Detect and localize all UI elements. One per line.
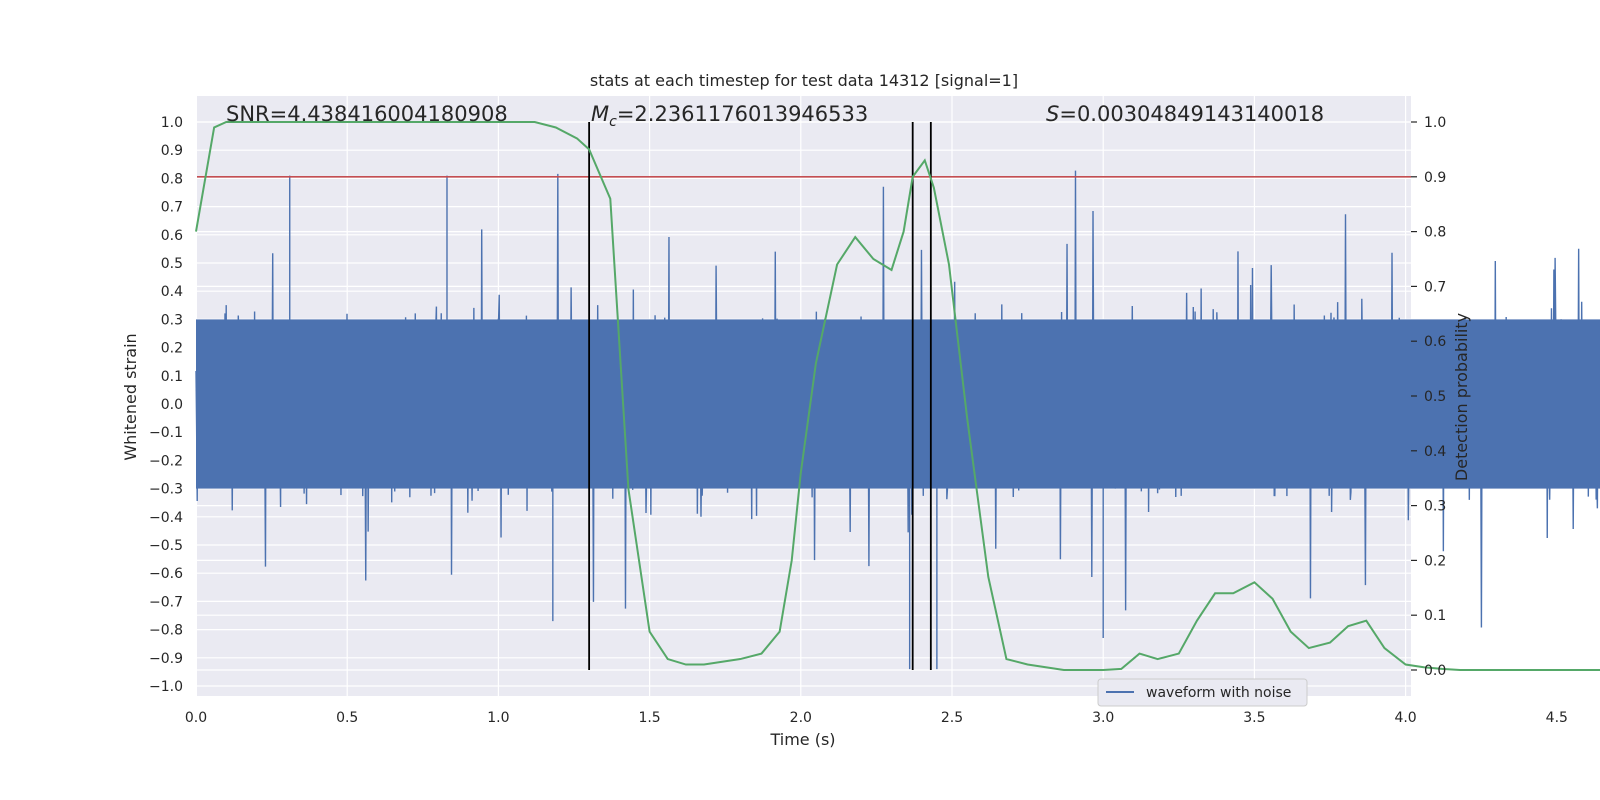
right-y-tick-label: 0.3 bbox=[1424, 499, 1446, 515]
s-symbol: S bbox=[1046, 102, 1059, 126]
x-ticks: 0.00.51.01.52.02.53.03.54.04.55.05.56.06… bbox=[185, 710, 1568, 726]
x-tick-label: 3.5 bbox=[1243, 710, 1265, 726]
x-tick-label: 4.5 bbox=[1546, 710, 1568, 726]
left-y-tick-label: −0.4 bbox=[149, 510, 183, 526]
left-y-tick-label: 0.3 bbox=[161, 312, 183, 328]
x-tick-label: 2.0 bbox=[790, 710, 812, 726]
left-y-tick-label: −0.5 bbox=[149, 538, 183, 554]
left-y-tick-label: 0.4 bbox=[161, 284, 183, 300]
left-y-tick-label: −0.6 bbox=[149, 566, 183, 582]
left-y-tick-label: 0.2 bbox=[161, 341, 183, 357]
right-y-tick-label: 0.6 bbox=[1424, 334, 1446, 350]
left-y-tick-label: 0.7 bbox=[161, 200, 183, 216]
right-y-axis-label: Detection probability bbox=[1452, 313, 1471, 481]
chirp-mass-symbol: M bbox=[591, 102, 609, 126]
left-y-tick-label: 0.1 bbox=[161, 369, 183, 385]
right-y-tick-label: 0.5 bbox=[1424, 389, 1446, 405]
snr-annotation: SNR=4.438416004180908 bbox=[226, 102, 508, 126]
left-y-tick-label: −0.2 bbox=[149, 453, 183, 469]
x-tick-label: 2.5 bbox=[941, 710, 963, 726]
left-y-tick-label: 0.6 bbox=[161, 228, 183, 244]
x-tick-label: 1.5 bbox=[638, 710, 660, 726]
right-y-tick-label: 0.8 bbox=[1424, 225, 1446, 241]
legend: waveform with noise bbox=[1097, 678, 1308, 707]
probability-series bbox=[195, 121, 1600, 671]
chart-title: stats at each timestep for test data 143… bbox=[590, 71, 1018, 90]
chirp-mass-value: =2.2361176013946533 bbox=[617, 102, 868, 126]
waveform-core bbox=[196, 319, 1600, 489]
left-y-tick-label: −0.7 bbox=[149, 594, 183, 610]
left-y-ticks: 1.0 0.9 0.8 0.7 0.6 0.5 0.4 0.3 0.2 0.1 0.0 −0.1 −0.… bbox=[149, 115, 183, 695]
legend-label: waveform with noise bbox=[1146, 685, 1291, 701]
legend-box bbox=[1097, 678, 1308, 707]
left-y-tick-label: 0.9 bbox=[161, 143, 183, 159]
right-y-tick-label: 0.0 bbox=[1424, 663, 1446, 679]
left-y-tick-label: −0.8 bbox=[149, 623, 183, 639]
right-y-tick-label: 0.7 bbox=[1424, 279, 1446, 295]
waveform-series bbox=[195, 170, 1600, 670]
x-tick-label: 0.5 bbox=[336, 710, 358, 726]
marker-lines bbox=[588, 122, 932, 670]
s-value: =0.00304849143140018 bbox=[1059, 102, 1324, 126]
left-y-tick-label: −0.1 bbox=[149, 425, 183, 441]
right-y-ticks: 1.0 0.9 0.8 0.7 0.6 0.5 0.4 0.3 0.2 0.1 0.0 bbox=[1411, 115, 1446, 679]
left-y-tick-label: −0.9 bbox=[149, 651, 183, 667]
x-axis-label: Time (s) bbox=[769, 730, 835, 749]
right-y-tick-label: 0.4 bbox=[1424, 444, 1446, 460]
x-tick-label: 1.0 bbox=[487, 710, 509, 726]
chirp-mass-annotation: Mc=2.2361176013946533 bbox=[591, 102, 868, 130]
left-y-tick-label: 0.8 bbox=[161, 171, 183, 187]
x-tick-label: 0.0 bbox=[185, 710, 207, 726]
probability-line bbox=[195, 121, 1600, 671]
x-tick-label: 3.0 bbox=[1092, 710, 1114, 726]
right-y-tick-label: 0.1 bbox=[1424, 608, 1446, 624]
left-y-tick-label: 1.0 bbox=[161, 115, 183, 131]
s-annotation: S=0.00304849143140018 bbox=[1046, 102, 1324, 126]
chirp-mass-subscript: c bbox=[609, 114, 617, 130]
left-y-tick-label: −0.3 bbox=[149, 482, 183, 498]
left-y-tick-label: 0.0 bbox=[161, 397, 183, 413]
x-tick-label: 4.0 bbox=[1394, 710, 1416, 726]
left-y-axis-label: Whitened strain bbox=[121, 333, 140, 460]
left-y-tick-label: −1.0 bbox=[149, 679, 183, 695]
right-y-tick-label: 1.0 bbox=[1424, 115, 1446, 131]
left-y-tick-label: 0.5 bbox=[161, 256, 183, 272]
right-y-tick-label: 0.9 bbox=[1424, 170, 1446, 186]
right-y-tick-label: 0.2 bbox=[1424, 553, 1446, 569]
